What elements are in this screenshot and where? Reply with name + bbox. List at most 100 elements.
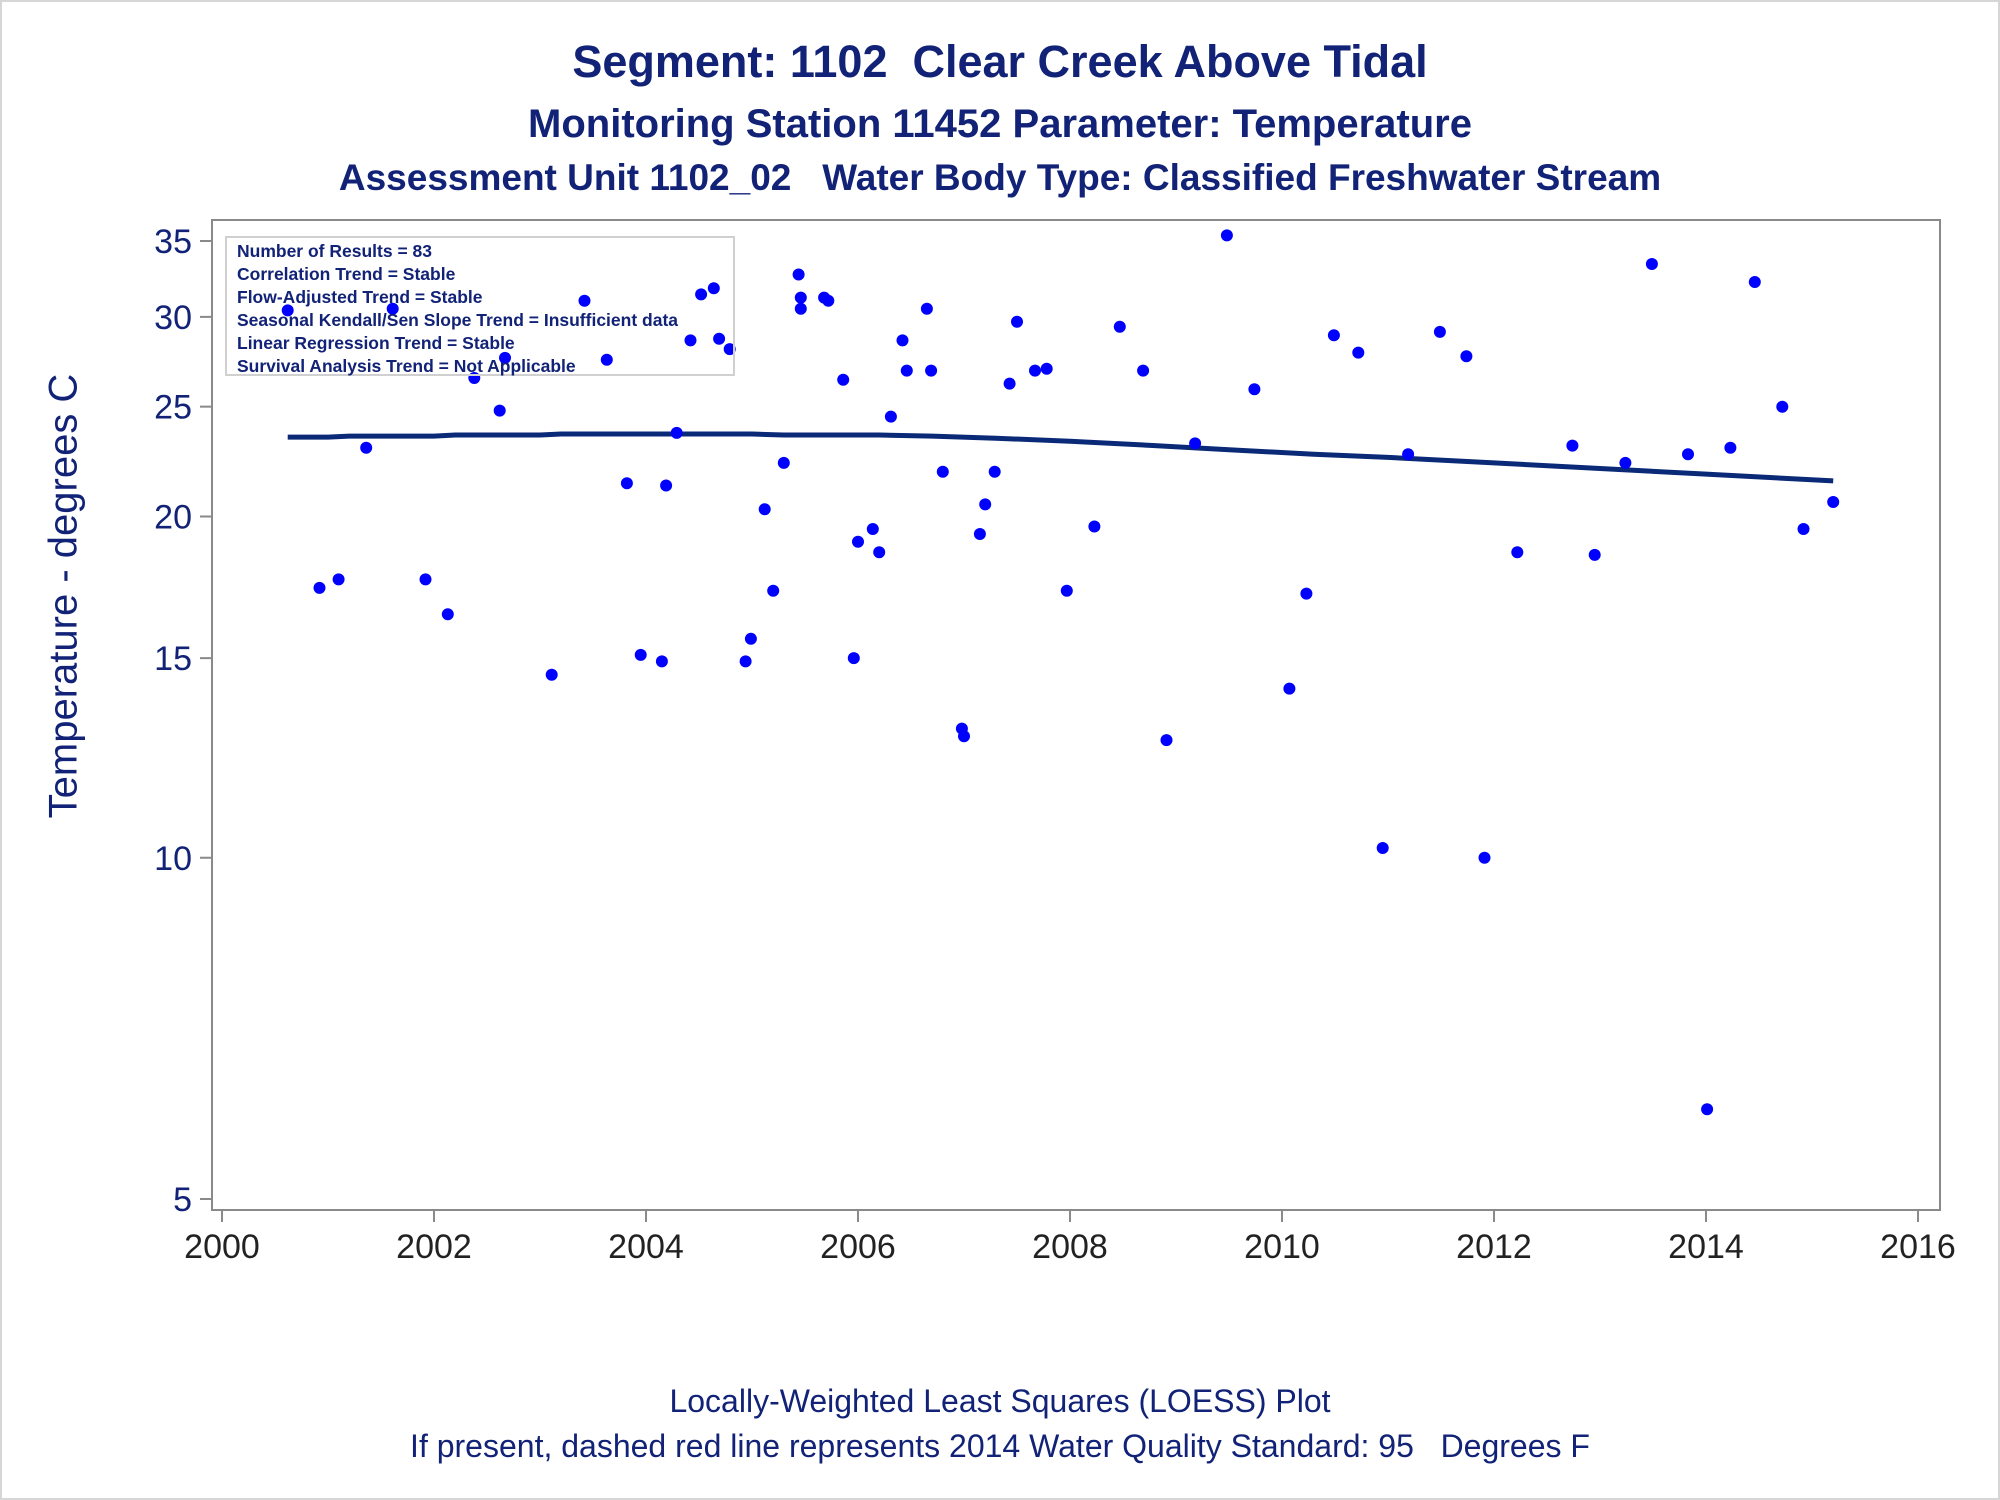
data-point [1189, 437, 1202, 450]
x-tick-label: 2012 [1456, 1228, 1532, 1266]
data-point [1433, 325, 1446, 338]
data-point [695, 288, 708, 301]
data-point [281, 304, 294, 317]
data-point [655, 655, 668, 668]
chart-title: Segment: 1102 Clear Creek Above Tidal [572, 36, 1428, 87]
data-point [600, 353, 613, 366]
data-point [777, 456, 790, 469]
data-point [360, 441, 373, 454]
data-point [767, 584, 780, 597]
data-point [1327, 329, 1340, 342]
plot-area-border [211, 219, 1941, 1211]
x-tick-label: 2010 [1244, 1228, 1320, 1266]
x-tick-label: 2004 [608, 1228, 684, 1266]
data-point [973, 528, 986, 540]
data-point [837, 373, 850, 386]
data-point [634, 648, 647, 661]
stat-correlation: Correlation Trend = Stable [237, 264, 456, 284]
data-point [578, 294, 591, 307]
data-point [1776, 400, 1789, 413]
data-point [499, 351, 511, 364]
data-point [1160, 734, 1173, 747]
data-point [1588, 548, 1601, 561]
data-point [1137, 364, 1150, 377]
data-point [1478, 851, 1491, 864]
data-point [441, 608, 454, 621]
data-point [1352, 346, 1365, 359]
x-tick-label: 2008 [1032, 1228, 1108, 1266]
data-point [313, 581, 326, 594]
data-point [1402, 448, 1415, 461]
statistics-box: Number of Results = 83 Correlation Trend… [225, 236, 735, 376]
data-point [900, 364, 913, 377]
data-point [1797, 523, 1810, 535]
y-tick-label: 10 [154, 840, 192, 878]
data-point [1088, 520, 1101, 533]
footnote-loess: Locally-Weighted Least Squares (LOESS) P… [669, 1383, 1331, 1419]
data-point [958, 730, 970, 743]
data-point [979, 498, 992, 511]
y-tick-label: 30 [154, 299, 192, 337]
data-point [1511, 546, 1524, 559]
data-point [873, 546, 886, 559]
data-point [1682, 448, 1694, 461]
y-tick-label: 25 [154, 389, 192, 427]
data-point [707, 282, 720, 295]
data-point [723, 343, 736, 356]
y-tick-label: 15 [154, 640, 192, 678]
data-point [670, 426, 683, 439]
data-point [660, 479, 673, 492]
data-point [1701, 1103, 1714, 1116]
data-point [1376, 842, 1389, 854]
data-point [847, 652, 860, 665]
data-point [419, 573, 432, 586]
data-point [1827, 496, 1840, 508]
data-point [1724, 441, 1737, 454]
x-tick-label: 2014 [1668, 1228, 1744, 1266]
stat-flow-adjusted: Flow-Adjusted Trend = Stable [237, 287, 483, 307]
data-point [1460, 350, 1473, 363]
y-tick-label: 5 [173, 1181, 192, 1219]
data-point [545, 668, 558, 681]
data-point [1003, 377, 1016, 390]
data-point [920, 302, 933, 315]
data-point [884, 410, 897, 423]
data-point [739, 655, 752, 668]
data-point [620, 477, 633, 490]
stat-seasonal-kendall: Seasonal Kendall/Sen Slope Trend = Insuf… [237, 310, 679, 330]
data-point [925, 364, 938, 377]
data-point [684, 334, 697, 347]
data-point [1011, 315, 1023, 328]
stat-results: Number of Results = 83 [237, 241, 432, 261]
data-point [852, 535, 864, 548]
data-point [1248, 383, 1261, 396]
data-point [1220, 229, 1233, 242]
data-point [493, 404, 506, 417]
data-point [1060, 584, 1073, 597]
x-tick-label: 2016 [1880, 1228, 1956, 1266]
chart-subtitle-assessment: Assessment Unit 1102_02 Water Body Type:… [338, 157, 1662, 198]
data-point [758, 503, 771, 516]
stat-survival: Survival Analysis Trend = Not Applicable [237, 356, 576, 376]
x-tick-label: 2000 [184, 1228, 260, 1266]
data-point [713, 332, 726, 345]
data-point [794, 291, 807, 304]
data-point [792, 268, 805, 281]
footnote-standard: If present, dashed red line represents 2… [410, 1428, 1590, 1464]
data-point [1566, 439, 1579, 452]
loess-line [287, 431, 1834, 484]
data-point [794, 302, 807, 315]
data-point [332, 573, 345, 586]
data-point [1748, 276, 1761, 288]
data-point [1300, 587, 1313, 600]
data-point [866, 523, 879, 535]
data-point [1283, 682, 1296, 695]
y-tick-label: 35 [154, 223, 192, 261]
data-point [744, 632, 757, 645]
data-point [822, 294, 835, 307]
y-tick-label: 20 [154, 499, 192, 537]
stat-linear-regression: Linear Regression Trend = Stable [237, 333, 515, 353]
x-tick-label: 2002 [396, 1228, 472, 1266]
data-point [988, 465, 1001, 478]
